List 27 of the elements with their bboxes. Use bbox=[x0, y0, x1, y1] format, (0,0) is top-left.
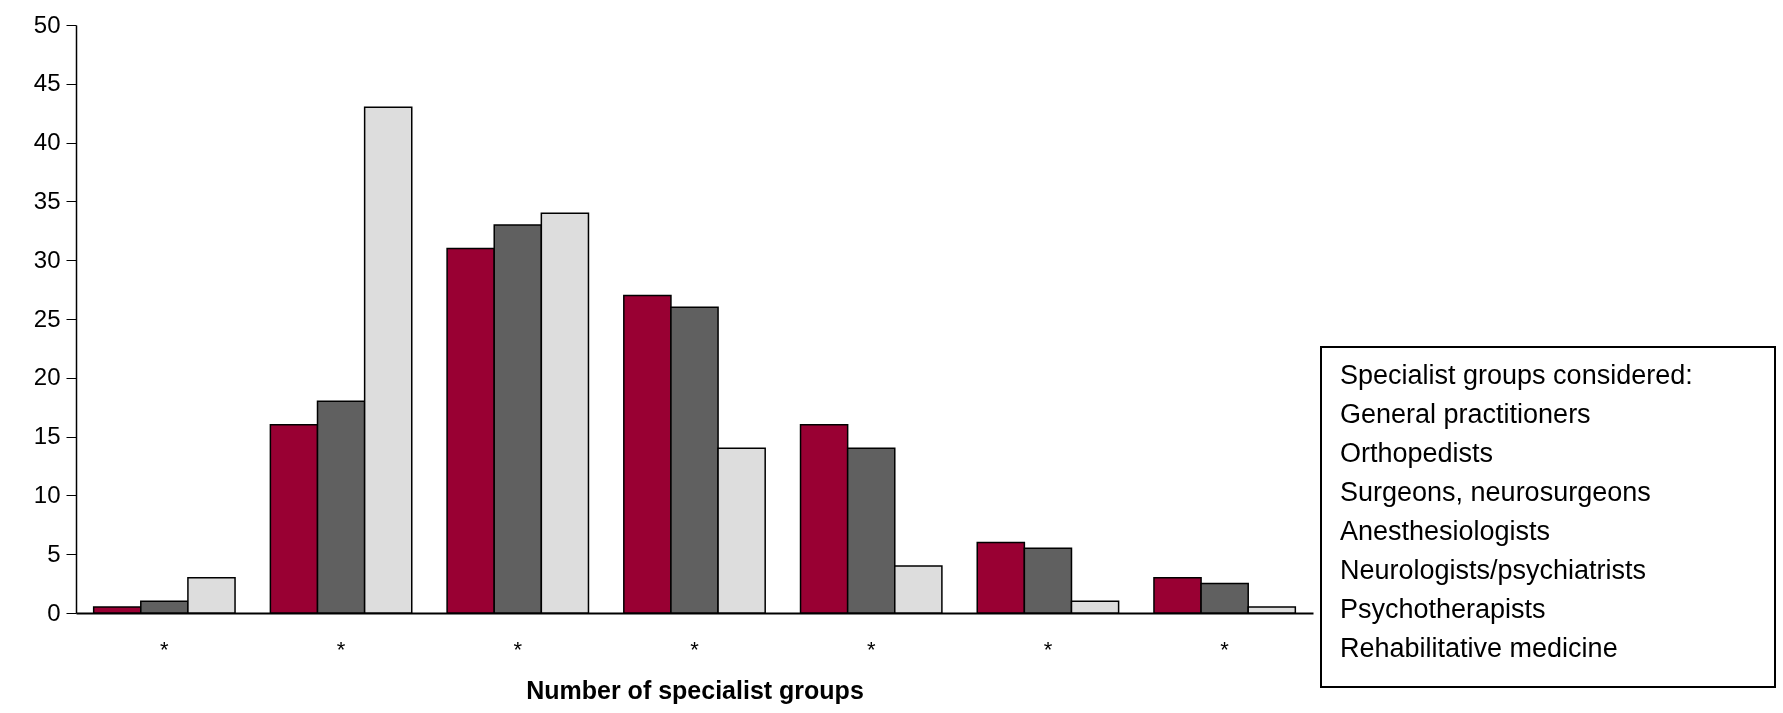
y-tick-label: 0 bbox=[47, 598, 61, 626]
y-tick-label: 20 bbox=[33, 363, 61, 391]
text: Rehabilitative medicine bbox=[1340, 632, 1619, 665]
x-tick-label: * bbox=[866, 636, 876, 662]
x-tick-label: * bbox=[160, 636, 170, 662]
y-tick-label: 35 bbox=[33, 186, 61, 214]
text: Orthopedists bbox=[1340, 437, 1495, 470]
y-tick-label: 5 bbox=[47, 539, 61, 567]
text: Surgeons, neurosurgeons bbox=[1340, 476, 1652, 509]
x-tick-label: * bbox=[1043, 636, 1053, 662]
x-tick-label: * bbox=[690, 636, 700, 662]
text: General practitioners bbox=[1340, 398, 1592, 431]
y-tick-label: 30 bbox=[33, 245, 61, 273]
text: Neurologists/psychiatrists bbox=[1340, 554, 1648, 587]
x-axis-title: Number of specialist groups bbox=[526, 675, 864, 704]
y-tick-label: 10 bbox=[33, 480, 61, 508]
y-tick-label: 45 bbox=[33, 69, 61, 97]
y-tick-label: 25 bbox=[33, 304, 61, 332]
text: Psychotherapists bbox=[1340, 593, 1547, 626]
x-tick-label: * bbox=[336, 636, 346, 662]
y-tick-label: 15 bbox=[33, 422, 61, 450]
x-tick-label: * bbox=[513, 636, 523, 662]
text: Specialist groups considered: bbox=[1340, 359, 1694, 392]
x-tick-label: * bbox=[1220, 636, 1230, 662]
text: Anesthesiologists bbox=[1340, 515, 1552, 548]
y-tick-label: 40 bbox=[33, 128, 61, 156]
y-tick-label: 50 bbox=[33, 10, 61, 38]
